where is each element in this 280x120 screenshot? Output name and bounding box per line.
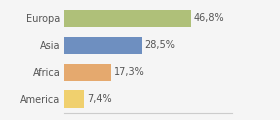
Text: 28,5%: 28,5%	[144, 40, 175, 50]
Bar	[64, 90, 85, 108]
Text: 46,8%: 46,8%	[194, 13, 225, 23]
Bar	[64, 63, 111, 81]
Bar	[64, 10, 191, 27]
Bar	[64, 37, 142, 54]
Text: 17,3%: 17,3%	[114, 67, 145, 77]
Text: 7,4%: 7,4%	[87, 94, 112, 104]
